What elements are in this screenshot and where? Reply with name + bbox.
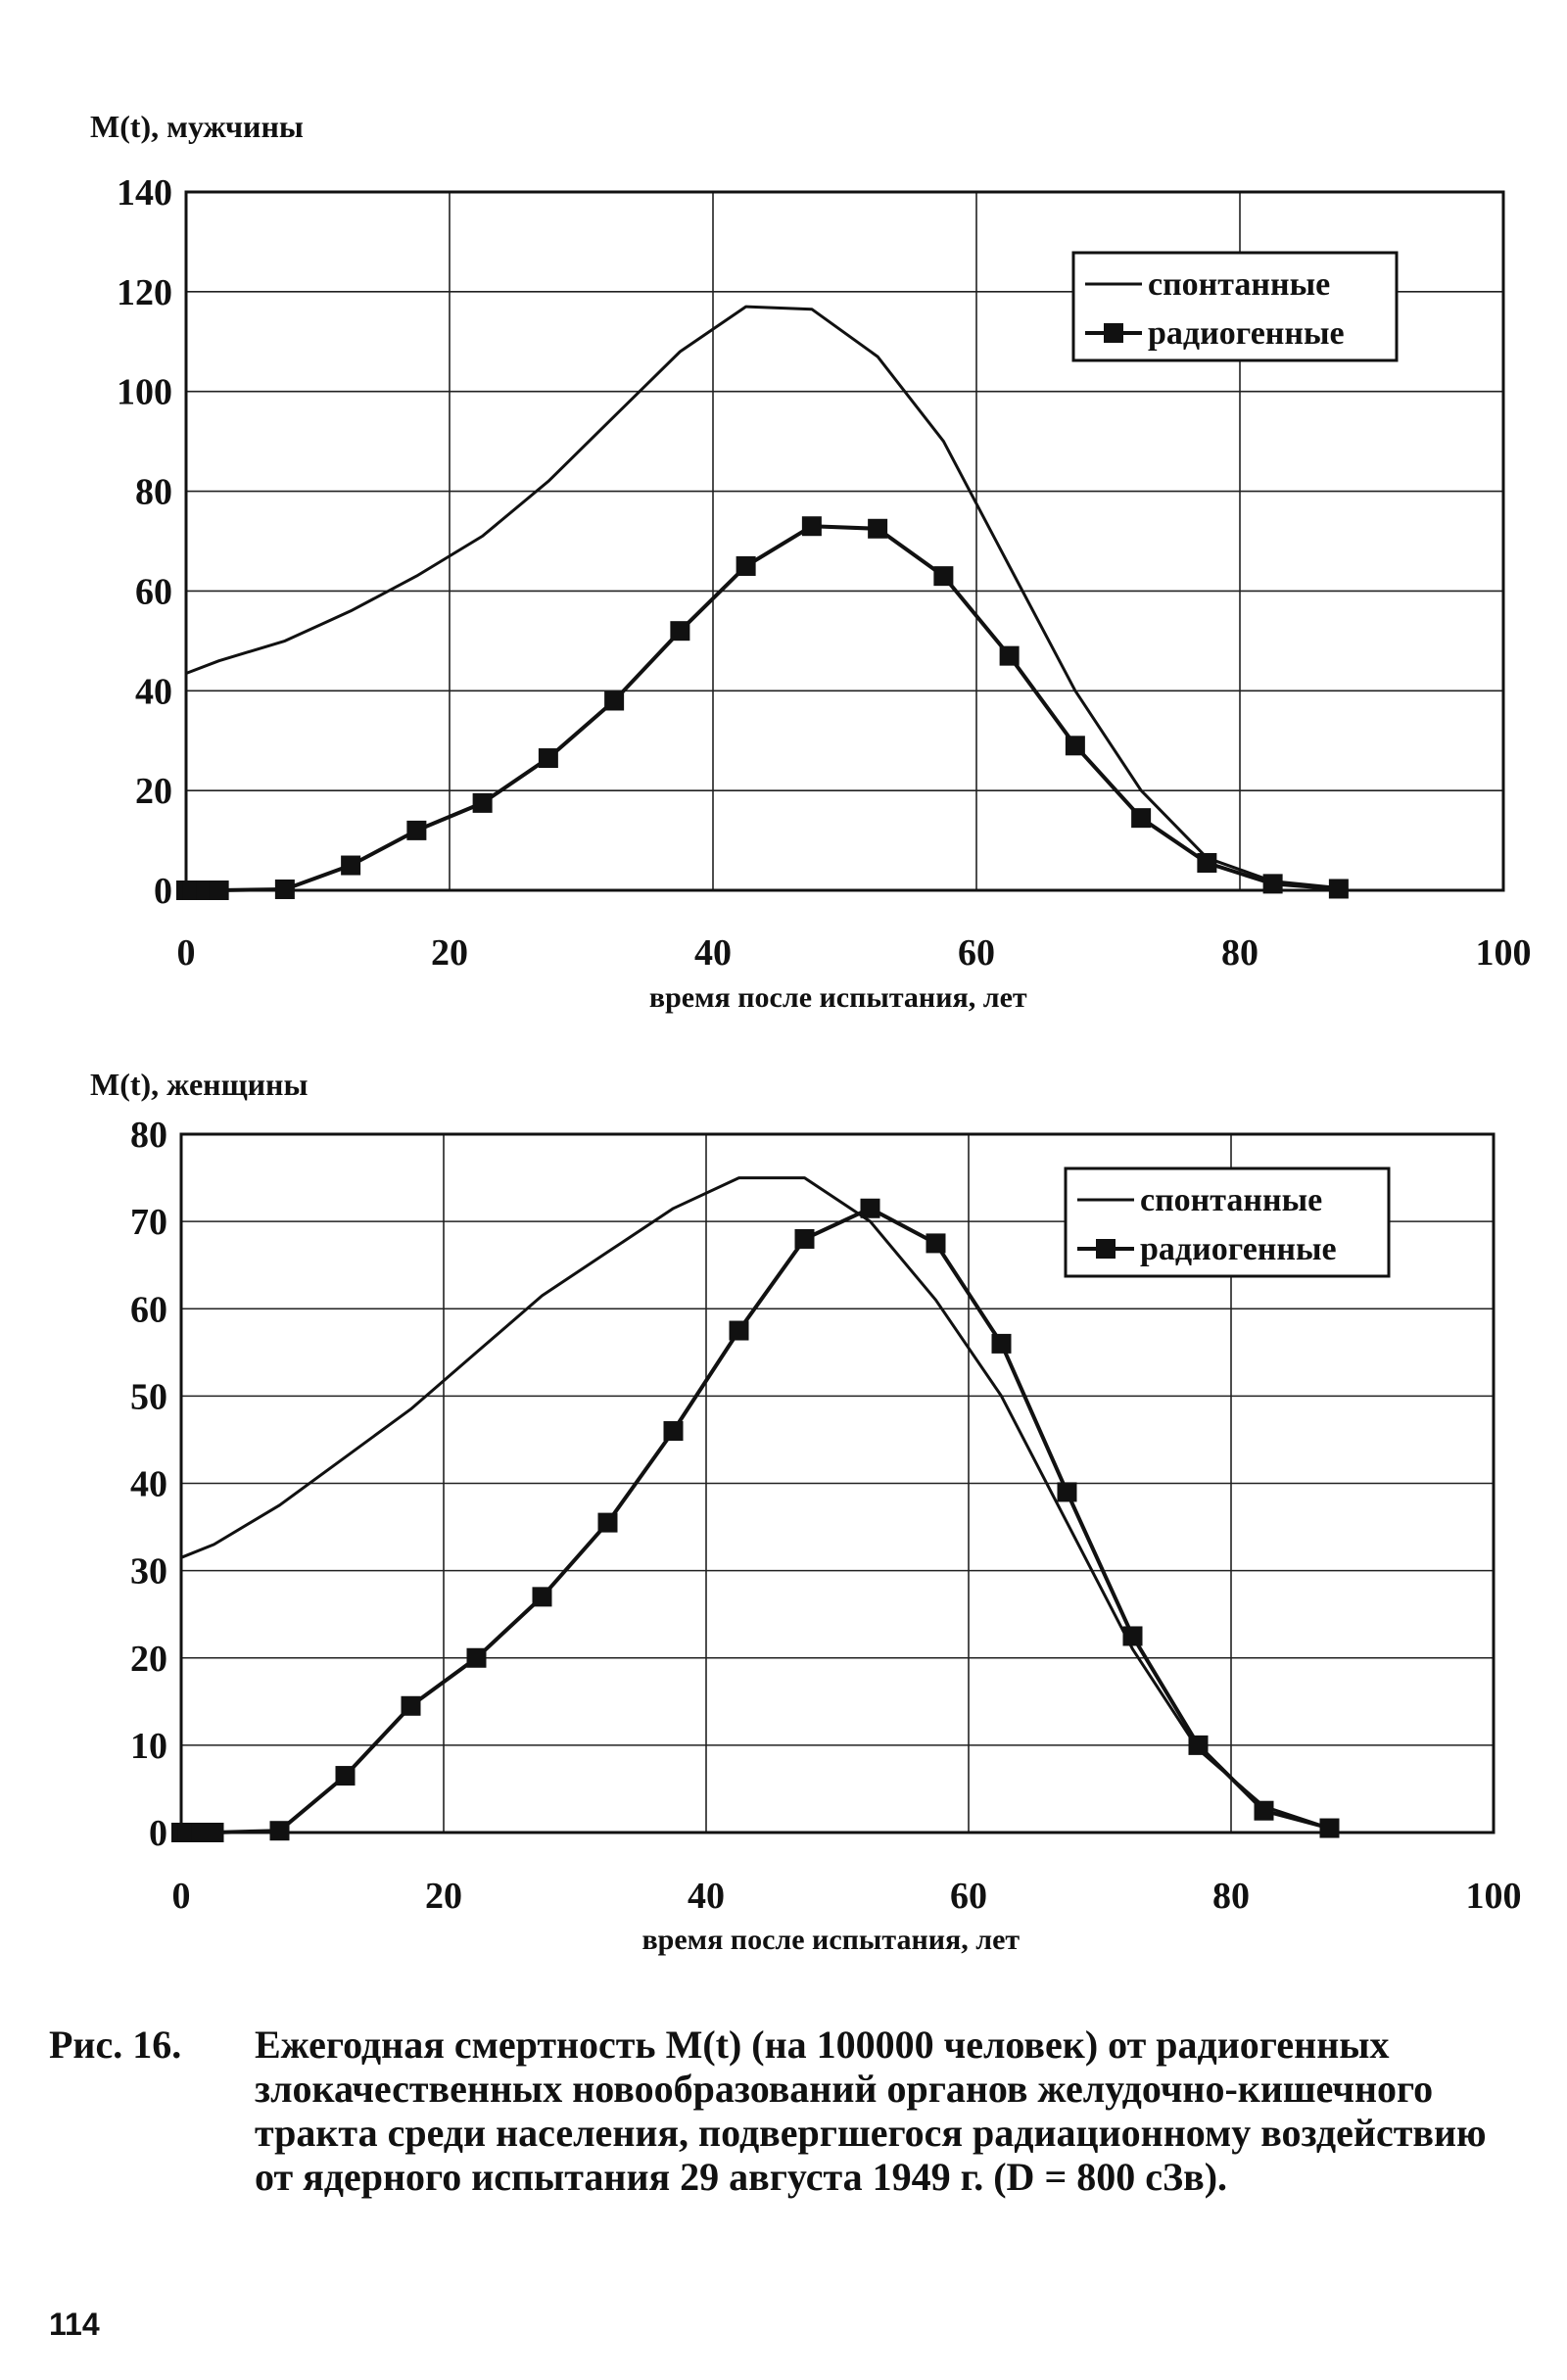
figure-number: Рис. 16. <box>49 2023 182 2067</box>
y-tick-label: 140 <box>117 172 172 214</box>
y-tick-label: 30 <box>130 1551 167 1593</box>
x-tick-label: 0 <box>177 932 196 974</box>
series-line-radiogenic <box>181 1206 1331 1834</box>
x-tick-label: 40 <box>688 1876 725 1917</box>
y-tick-label: 0 <box>149 1813 167 1854</box>
data-point-radiogenic <box>933 566 954 587</box>
data-point-radiogenic <box>1262 874 1283 894</box>
x-axis-label: время после испытания, лет <box>641 1924 1020 1956</box>
data-point-radiogenic <box>868 518 888 539</box>
data-point-radiogenic <box>209 881 229 900</box>
data-point-radiogenic <box>1188 1735 1209 1755</box>
x-tick-label: 20 <box>431 932 468 974</box>
y-tick-label: 60 <box>135 571 172 612</box>
plot-frame <box>179 1132 1496 1834</box>
series-line-spontaneous <box>180 1176 1330 1830</box>
figure-caption-block: Рис. 16. Ежегодная смертность M(t) (на 1… <box>49 2023 1518 2199</box>
legend-label: радиогенные <box>1148 315 1345 352</box>
chart-women: M(t), женщины 0 10 20 30 40 50 60 70 80 0 20 40 60 80 1… <box>90 1067 1522 1956</box>
data-point-radiogenic <box>1328 879 1349 899</box>
data-point-radiogenic <box>999 645 1020 666</box>
y-axis-label: M(t), мужчины <box>90 109 304 144</box>
data-point-radiogenic <box>729 1320 749 1341</box>
legend-label: спонтанные <box>1148 266 1330 303</box>
x-tick-label: 80 <box>1212 1876 1250 1917</box>
data-point-radiogenic <box>597 1512 618 1533</box>
data-point-radiogenic <box>801 516 822 537</box>
series-line-radiogenic <box>186 524 1340 892</box>
data-point-radiogenic <box>604 690 625 711</box>
chart-men: M(t), мужчины 0 20 40 60 80 100 120 140 0 20 40 60 80… <box>90 109 1532 1014</box>
data-point-radiogenic <box>794 1228 815 1249</box>
data-point-radiogenic <box>406 820 427 840</box>
legend-label: спонтанные <box>1140 1182 1322 1218</box>
x-tick-label: 100 <box>1476 932 1532 974</box>
data-point-radiogenic <box>538 748 558 769</box>
y-tick-label: 0 <box>154 871 172 912</box>
data-point-radiogenic <box>472 792 493 813</box>
data-point-radiogenic <box>532 1587 552 1607</box>
y-tick-label: 80 <box>135 472 172 513</box>
y-tick-label: 20 <box>135 771 172 812</box>
data-point-radiogenic <box>1065 736 1085 756</box>
data-point-radiogenic <box>1254 1800 1274 1821</box>
y-tick-label: 10 <box>130 1726 167 1767</box>
legend-box <box>1071 251 1399 362</box>
y-axis-label: M(t), женщины <box>90 1067 308 1102</box>
data-point-radiogenic <box>204 1823 224 1842</box>
legend-box <box>1064 1166 1391 1278</box>
data-point-radiogenic <box>736 555 756 576</box>
data-point-radiogenic <box>466 1647 487 1668</box>
page-number: 114 <box>49 2307 100 2342</box>
data-point-radiogenic <box>1131 808 1152 829</box>
x-tick-label: 80 <box>1221 932 1258 974</box>
y-tick-label: 40 <box>130 1464 167 1505</box>
y-tick-label: 20 <box>130 1639 167 1680</box>
figure-caption: Ежегодная смертность M(t) (на 100000 чел… <box>255 2023 1487 2199</box>
legend-label: радиогенные <box>1140 1231 1337 1267</box>
y-tick-label: 80 <box>130 1115 167 1156</box>
y-tick-label: 60 <box>130 1289 167 1330</box>
data-point-radiogenic <box>274 879 295 899</box>
data-point-radiogenic <box>663 1421 684 1442</box>
y-tick-label: 50 <box>130 1376 167 1417</box>
data-point-radiogenic <box>1319 1818 1340 1838</box>
data-point-radiogenic <box>860 1198 880 1218</box>
legend-swatch-marker <box>1096 1239 1116 1259</box>
plot-frame <box>184 190 1505 892</box>
legend-swatch-marker <box>1104 323 1123 343</box>
x-tick-label: 0 <box>172 1876 191 1917</box>
x-tick-label: 60 <box>958 932 995 974</box>
data-point-radiogenic <box>991 1333 1012 1354</box>
x-tick-label: 20 <box>425 1876 462 1917</box>
x-axis-label: время после испытания, лет <box>649 981 1027 1014</box>
data-point-radiogenic <box>1057 1482 1077 1502</box>
y-tick-label: 100 <box>117 372 172 413</box>
data-point-radiogenic <box>1197 852 1217 873</box>
y-tick-label: 120 <box>117 272 172 313</box>
data-point-radiogenic <box>670 621 690 642</box>
data-point-radiogenic <box>1122 1626 1143 1646</box>
y-tick-label: 40 <box>135 671 172 712</box>
data-point-radiogenic <box>269 1821 290 1841</box>
data-point-radiogenic <box>335 1766 356 1786</box>
y-tick-label: 70 <box>130 1202 167 1243</box>
x-tick-label: 60 <box>950 1876 987 1917</box>
data-point-radiogenic <box>401 1695 421 1716</box>
series-line-spontaneous <box>185 305 1340 889</box>
x-tick-label: 100 <box>1466 1876 1522 1917</box>
data-point-radiogenic <box>926 1233 946 1254</box>
data-point-radiogenic <box>341 855 361 876</box>
x-tick-label: 40 <box>694 932 732 974</box>
